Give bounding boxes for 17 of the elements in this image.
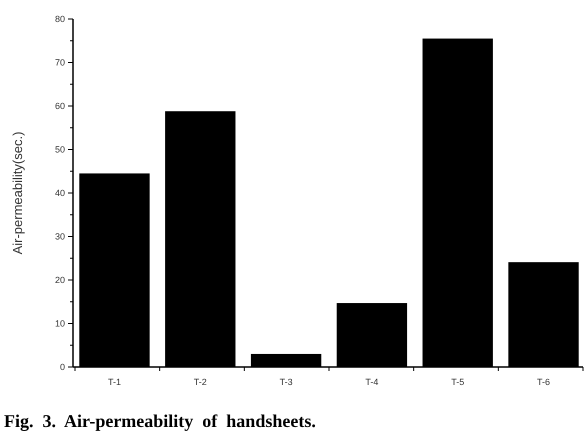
y-tick-label: 20 — [54, 275, 65, 286]
y-tick-label: 60 — [54, 101, 65, 112]
y-tick-label: 80 — [54, 14, 65, 24]
y-tick-label: 0 — [60, 362, 65, 372]
x-tick-label: T-1 — [108, 377, 121, 387]
y-tick-label: 50 — [54, 144, 65, 155]
x-tick-label: T-3 — [280, 377, 293, 387]
y-tick-label: 40 — [54, 188, 65, 198]
y-tick-label: 30 — [54, 232, 65, 242]
text: Fig. 3. Air-permeability of handsheets. — [4, 411, 316, 431]
y-tick-label: 10 — [54, 318, 65, 329]
y-tick-label: 70 — [54, 58, 65, 68]
x-tick-label: T-6 — [537, 377, 550, 387]
x-tick-label: T-4 — [365, 377, 378, 387]
x-tick-label: T-2 — [194, 377, 207, 387]
y-axis-title: Air-permeability(sec.) — [10, 132, 25, 254]
x-tick-label: T-5 — [451, 377, 464, 387]
